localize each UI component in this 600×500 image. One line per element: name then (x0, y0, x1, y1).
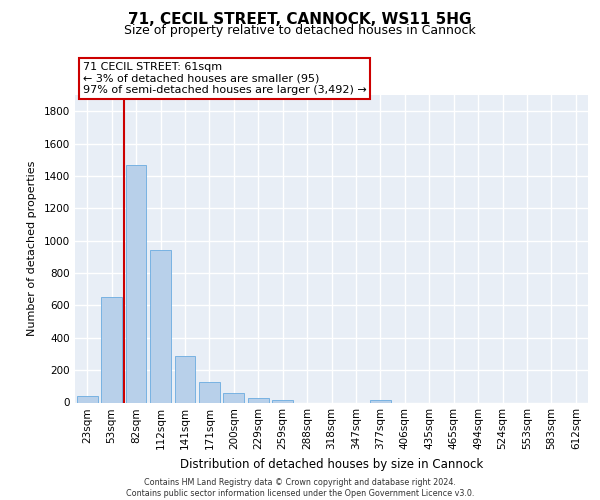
Text: Size of property relative to detached houses in Cannock: Size of property relative to detached ho… (124, 24, 476, 37)
Bar (101, 298, 122, 403)
Bar (248, 398, 269, 402)
Text: 71 CECIL STREET: 61sqm
← 3% of detached houses are smaller (95)
97% of semi-deta: 71 CECIL STREET: 61sqm ← 3% of detached … (83, 62, 367, 95)
Bar (125, 164, 146, 402)
Y-axis label: Number of detached properties: Number of detached properties (27, 161, 37, 336)
Bar (272, 400, 293, 402)
Bar (199, 382, 220, 402)
Bar (223, 393, 244, 402)
Text: 71, CECIL STREET, CANNOCK, WS11 5HG: 71, CECIL STREET, CANNOCK, WS11 5HG (128, 12, 472, 28)
Text: Contains HM Land Registry data © Crown copyright and database right 2024.
Contai: Contains HM Land Registry data © Crown c… (126, 478, 474, 498)
Bar (150, 250, 171, 402)
X-axis label: Distribution of detached houses by size in Cannock: Distribution of detached houses by size … (180, 458, 483, 471)
Bar (370, 400, 391, 402)
Bar (175, 356, 196, 403)
Bar (77, 396, 98, 402)
